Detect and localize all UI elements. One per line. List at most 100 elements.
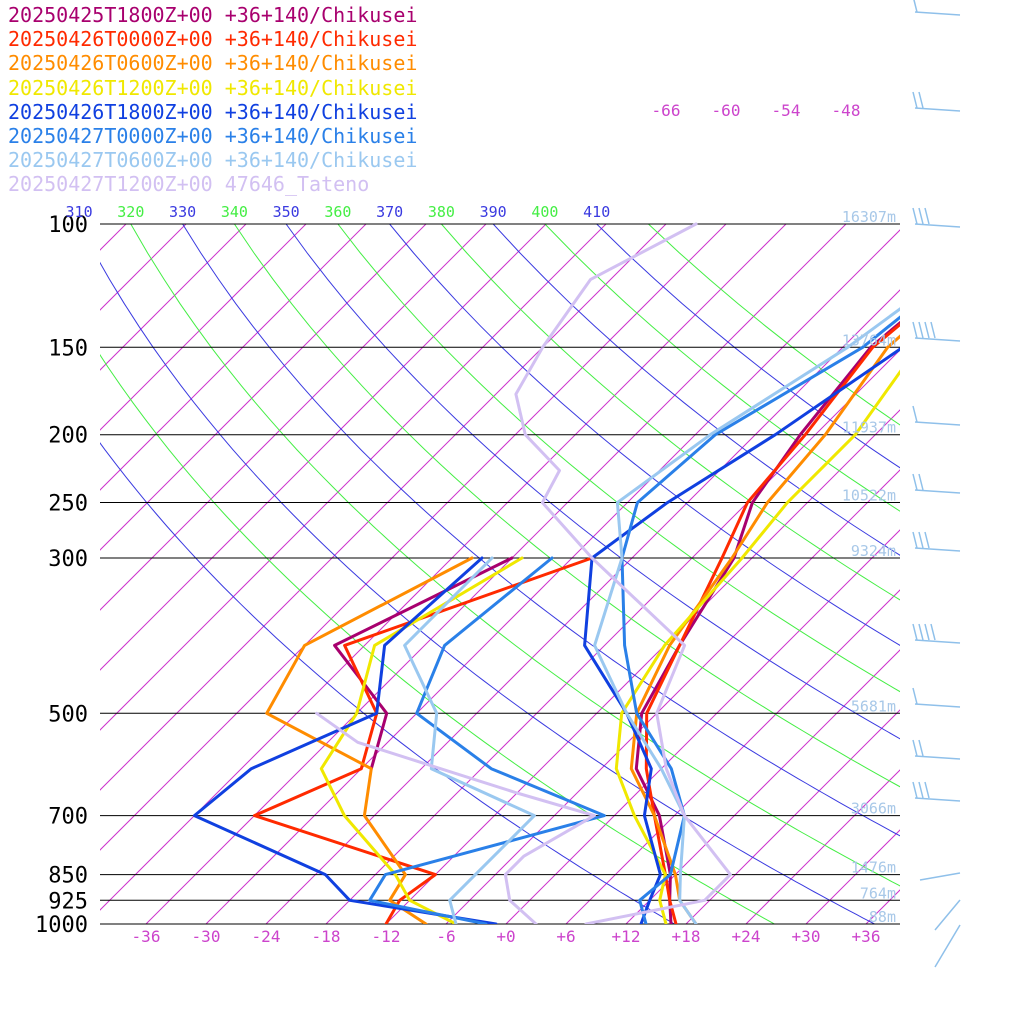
isotherm-line — [926, 224, 1024, 924]
height-label: 9324m — [851, 542, 896, 560]
legend-entry: 20250426T0000Z+00 +36+140/Chikusei — [8, 27, 418, 52]
isotherm-line — [100, 224, 247, 371]
isotherm-line — [100, 224, 547, 671]
wind-barb-staff — [914, 489, 961, 494]
height-label: 16307m — [842, 208, 896, 226]
pressure-label: 250 — [48, 492, 88, 517]
legend-entry: 20250426T0600Z+00 +36+140/Chikusei — [8, 51, 418, 76]
dewpoint-line-0 — [333, 556, 514, 771]
wind-barb — [912, 739, 961, 760]
isotherm-line — [625, 649, 900, 924]
wind-barb-flag — [912, 321, 918, 339]
wind-barb — [912, 321, 961, 342]
wind-barb — [912, 473, 961, 494]
wind-barb-flag — [912, 91, 918, 109]
wind-barb-flag — [918, 91, 924, 109]
wind-barb-staff — [914, 547, 961, 552]
wind-barb-staff — [914, 337, 961, 342]
wind-barb — [912, 531, 961, 552]
theta-label: 360 — [324, 203, 351, 221]
chart-legend: 20250425T1800Z+00 +36+140/Chikusei 202504… — [8, 3, 417, 197]
temperature-tick-label: +12 — [612, 927, 641, 946]
theta-label-group: 310 320 330 340 350 360 370 380 390 400 410 — [66, 203, 611, 221]
sounding-clip — [192, 222, 900, 924]
wind-barb-staff — [914, 107, 961, 112]
temperature-line-1 — [644, 322, 900, 924]
height-label: 5681m — [851, 697, 896, 715]
wind-barb-staff — [934, 924, 961, 968]
temperature-tick-label: +0 — [496, 927, 515, 946]
isotherm-line — [385, 409, 900, 924]
height-label: 88m — [869, 908, 896, 926]
wind-barb-flag — [912, 405, 918, 423]
wind-barb-flag — [913, 0, 918, 13]
temperature-tick-label: +30 — [792, 927, 821, 946]
temperature-tick-label: -12 — [372, 927, 401, 946]
wind-barb-flag — [924, 207, 930, 225]
wind-barb-staff — [914, 755, 961, 760]
dewpoint-line-2 — [265, 556, 474, 924]
isotherm-line — [100, 224, 367, 491]
dry-adiabat-line — [100, 442, 675, 924]
legend-entry: 20250426T1200Z+00 +36+140/Chikusei — [8, 75, 418, 100]
sounding-profiles — [192, 222, 900, 924]
wind-barb-staff — [914, 223, 961, 228]
height-label: 764m — [860, 884, 896, 902]
isotherm-line — [100, 224, 427, 551]
legend-entry: 20250425T1800Z+00 +36+140/Chikusei — [8, 3, 418, 27]
dewpoint-line-4 — [192, 556, 498, 924]
wind-barb-flag — [912, 207, 918, 225]
isotherm-line — [685, 709, 900, 924]
theta-label: 400 — [531, 203, 558, 221]
dry-adiabat-line — [233, 224, 900, 788]
wind-barb-flag — [918, 739, 924, 757]
dry-adiabat-line — [492, 224, 900, 556]
wind-barb-staff — [914, 11, 961, 16]
pressure-label: 200 — [48, 424, 88, 449]
wind-barb-flag — [918, 623, 924, 641]
wind-barb-flag — [924, 623, 930, 641]
wind-barb — [912, 91, 961, 112]
theta-label: 390 — [480, 203, 507, 221]
theta-label: 310 — [66, 203, 93, 221]
wind-barb-flag — [918, 321, 924, 339]
isotherm-line — [100, 224, 607, 731]
isotherm-line — [205, 229, 900, 924]
wind-barb-flag — [912, 623, 918, 641]
temperature-tick-label: +6 — [556, 927, 575, 946]
wind-barb-flag — [924, 781, 930, 799]
wind-barb-flag — [912, 687, 918, 705]
isotherm-line — [0, 224, 6, 924]
temperature-tick-label: +18 — [672, 927, 701, 946]
dry-adiabat-line — [130, 224, 900, 887]
theta-label: 410 — [583, 203, 610, 221]
dry-adiabat-line — [182, 224, 900, 837]
wind-barb-staff — [914, 703, 961, 708]
wind-barb-flag — [912, 531, 918, 549]
wind-barb-flag — [924, 321, 930, 339]
isotherm-line — [100, 224, 187, 311]
height-label: 13764m — [842, 331, 896, 349]
temperature-line-2 — [629, 334, 900, 924]
wind-barb — [913, 0, 961, 16]
isobar-lines — [100, 223, 900, 925]
pressure-label: 300 — [48, 547, 88, 572]
wind-barb — [912, 405, 961, 426]
pressure-label: 500 — [48, 702, 88, 727]
isotherm-line — [100, 224, 667, 791]
isotherm-line — [100, 224, 727, 851]
wind-barb-flag — [930, 623, 936, 641]
upper-isotherm-label: -54 — [772, 101, 801, 120]
wind-barb-flag — [918, 207, 924, 225]
legend-entry: 20250427T0000Z+00 +36+140/Chikusei — [8, 124, 418, 149]
wind-barb — [912, 623, 961, 644]
wind-barb-flag — [912, 781, 918, 799]
wind-barb — [912, 687, 961, 708]
wind-barb-flag — [912, 739, 918, 757]
legend-entry: 20250427T1200Z+00 47646_Tateno — [8, 172, 370, 197]
pressure-label: 150 — [48, 336, 88, 361]
wind-barbs — [912, 0, 961, 968]
isotherm-line — [100, 224, 787, 911]
